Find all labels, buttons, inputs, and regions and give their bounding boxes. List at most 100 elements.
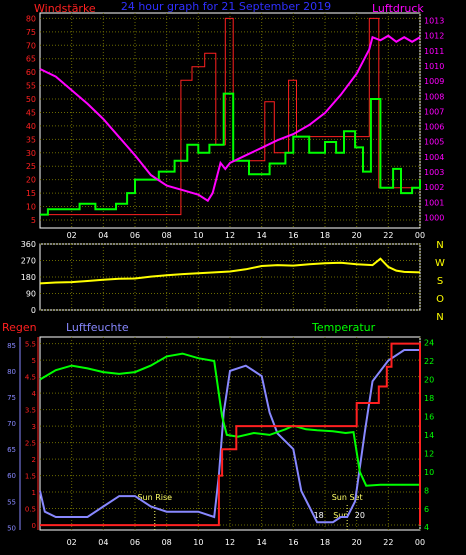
pressure-ytick-1009: 1009	[424, 77, 444, 86]
rain-ytick-4: 4	[32, 390, 37, 398]
wind-ytick-70: 70	[26, 41, 36, 50]
rain-xtick-20: 20	[352, 538, 362, 547]
pressure-series-line	[39, 34, 421, 203]
humidity-ytick-75: 75	[7, 394, 16, 402]
rain-xtick-10: 10	[193, 538, 203, 547]
wind-ytick-65: 65	[26, 55, 36, 64]
compass-label-3: O	[436, 294, 444, 305]
direction-ytick-360: 360	[21, 240, 36, 249]
rain-ytick-2.5: 2.5	[25, 440, 36, 448]
temp-ytick-12: 12	[424, 449, 434, 458]
pressure-ytick-1003: 1003	[424, 168, 444, 177]
compass-label-2: S	[437, 276, 443, 287]
rain-xtick-12: 12	[225, 538, 235, 547]
rain-xtick-02: 02	[67, 538, 77, 547]
rain-xtick-22: 22	[383, 538, 393, 547]
compass-label-0: N	[436, 240, 443, 251]
temp-ytick-6: 6	[424, 505, 429, 514]
wind-xtick-10: 10	[193, 231, 203, 240]
pressure-ytick-1007: 1007	[424, 107, 444, 116]
temp-ytick-4: 4	[424, 523, 429, 532]
rain-xtick-16: 16	[288, 538, 298, 547]
wind-xtick-00: 00	[415, 231, 425, 240]
direction-ytick-90: 90	[26, 290, 36, 299]
pressure-ytick-1004: 1004	[424, 153, 444, 162]
rain-ytick-1: 1	[32, 489, 36, 497]
wind-ytick-25: 25	[26, 162, 36, 171]
humidity-ytick-60: 60	[7, 472, 16, 480]
humidity-ytick-85: 85	[7, 342, 16, 350]
pressure-ytick-1013: 1013	[424, 17, 444, 26]
overlay-label-0: 18	[314, 511, 324, 520]
wind-xtick-20: 20	[352, 231, 362, 240]
humidity-ytick-80: 80	[7, 368, 16, 376]
overlay-label-1: Sun	[333, 511, 348, 520]
temp-ytick-8: 8	[424, 486, 429, 495]
sun-set-label: Sun Set	[332, 493, 363, 502]
wind-xtick-02: 02	[67, 231, 77, 240]
wind-xtick-16: 16	[288, 231, 298, 240]
pressure-ytick-1010: 1010	[424, 62, 444, 71]
wind-ytick-80: 80	[26, 14, 36, 23]
wind-xtick-22: 22	[383, 231, 393, 240]
direction-ytick-180: 180	[21, 273, 36, 282]
header-left-label: Windstärke	[34, 2, 96, 15]
rain-ytick-0: 0	[32, 522, 36, 530]
rain-ytick-2: 2	[32, 456, 36, 464]
pressure-ytick-1005: 1005	[424, 138, 444, 147]
temp-ytick-24: 24	[424, 339, 434, 348]
humidity-series-line	[39, 349, 420, 524]
pressure-ytick-1006: 1006	[424, 123, 444, 132]
compass-label-4: N	[436, 312, 443, 323]
temperature-label: Temperatur	[311, 321, 376, 334]
header-right-label: Luftdruck	[372, 2, 424, 15]
temp-ytick-20: 20	[424, 375, 434, 384]
wind-ytick-30: 30	[26, 149, 36, 158]
humidity-label: Luftfeuchte	[66, 321, 129, 334]
wind-xtick-12: 12	[225, 231, 235, 240]
rain-ytick-4.5: 4.5	[25, 374, 36, 382]
rain-ytick-1.5: 1.5	[25, 473, 36, 481]
temp-ytick-22: 22	[424, 357, 434, 366]
rain-humidity-temperature-panel: 5.5 5 4.5 4 3.5 3 2.5 2 1.5 1 0.5 0 85 80 75 70 65 60 55 50…	[7, 336, 434, 547]
wind-ytick-20: 20	[26, 176, 36, 185]
direction-ytick-270: 270	[21, 257, 36, 266]
overlay-label-2: 20	[355, 511, 365, 520]
wind-xtick-08: 08	[162, 231, 172, 240]
temp-ytick-10: 10	[424, 468, 434, 477]
direction-series-line	[39, 257, 421, 285]
rain-xtick-06: 06	[130, 538, 140, 547]
wind-series-line	[40, 92, 421, 216]
pressure-ytick-1012: 1012	[424, 32, 444, 41]
wind-xtick-06: 06	[130, 231, 140, 240]
humidity-ytick-70: 70	[7, 420, 16, 428]
humidity-ytick-55: 55	[7, 498, 16, 506]
pressure-ytick-1011: 1011	[424, 47, 444, 56]
pressure-ytick-1008: 1008	[424, 92, 444, 101]
rain-series-line	[40, 342, 421, 527]
temp-ytick-14: 14	[424, 431, 434, 440]
pressure-ytick-1001: 1001	[424, 198, 444, 207]
humidity-ytick-65: 65	[7, 446, 16, 454]
temperature-series-line	[39, 352, 420, 487]
wind-ytick-60: 60	[26, 68, 36, 77]
wind-ytick-35: 35	[26, 135, 36, 144]
pressure-ytick-1002: 1002	[424, 183, 444, 192]
sun-rise-label: Sun Rise	[137, 493, 172, 502]
wind-ytick-15: 15	[26, 189, 36, 198]
rain-ytick-3.5: 3.5	[25, 407, 36, 415]
compass-label-1: W	[435, 258, 445, 269]
wind-xtick-14: 14	[257, 231, 267, 240]
wind-pressure-panel: 8075706560555045403530252015105101310121…	[26, 12, 444, 240]
rain-xtick-14: 14	[257, 538, 267, 547]
rain-ytick-3: 3	[32, 423, 36, 431]
wind-ytick-10: 10	[26, 203, 36, 212]
wind-ytick-55: 55	[26, 82, 36, 91]
wind-ytick-40: 40	[26, 122, 36, 131]
humidity-ytick-50: 50	[7, 524, 16, 532]
wind-ytick-5: 5	[31, 216, 36, 225]
rain-ytick-0.5: 0.5	[25, 506, 36, 514]
pressure-ytick-1000: 1000	[424, 213, 444, 222]
